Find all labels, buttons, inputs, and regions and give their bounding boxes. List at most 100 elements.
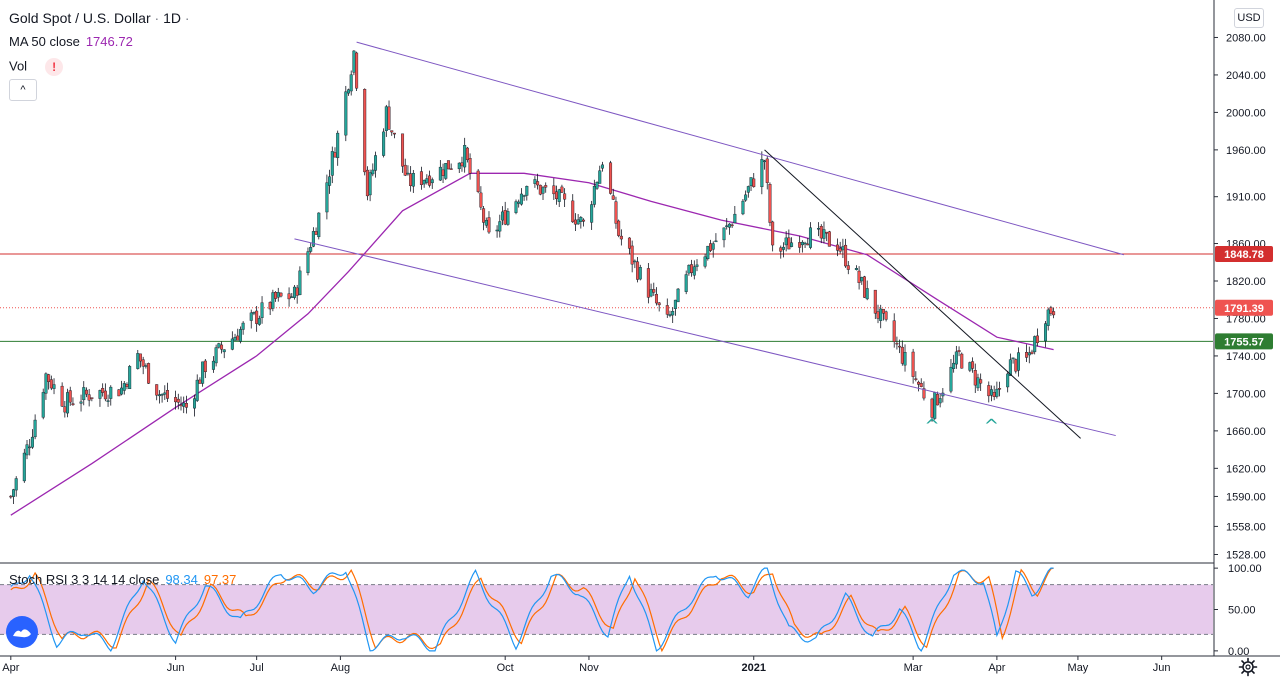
candle-up: [309, 242, 313, 254]
candle-body: [544, 185, 548, 188]
candle-body: [233, 337, 237, 341]
x-tick-label: May: [1068, 662, 1089, 674]
candle-body: [279, 292, 283, 297]
candle-up: [781, 242, 785, 258]
candle-body: [873, 289, 877, 314]
candle-body: [746, 186, 750, 193]
candle-body: [579, 216, 583, 222]
candle-body: [533, 179, 537, 184]
candle-body: [411, 173, 415, 187]
candle-body: [949, 366, 953, 392]
candle-body: [860, 277, 864, 282]
candle-up: [865, 280, 869, 301]
candle-body: [344, 91, 348, 136]
candle-body: [390, 130, 394, 133]
candle-down: [582, 218, 586, 227]
warning-icon[interactable]: !: [45, 58, 64, 76]
candle-up: [317, 212, 321, 240]
vol-legend[interactable]: Vol!: [9, 58, 64, 76]
candle-down: [957, 346, 961, 357]
candle-up: [903, 344, 907, 372]
candle-body: [449, 168, 453, 170]
candle-body: [157, 394, 161, 397]
candle-body: [960, 353, 964, 369]
candle-body: [638, 267, 642, 280]
candle-body: [30, 436, 34, 448]
candle-body: [768, 184, 772, 223]
interval-label[interactable]: 1D: [163, 10, 181, 26]
candle-down: [827, 230, 831, 247]
candle-body: [835, 244, 839, 251]
ma-legend[interactable]: MA 50 close 1746.72: [9, 34, 133, 50]
candle-body: [879, 308, 883, 321]
candle-down: [652, 282, 656, 296]
candle-body: [722, 227, 726, 241]
candle-body: [365, 169, 369, 197]
candle-down: [1052, 307, 1056, 319]
candle-body: [457, 162, 461, 170]
candle-body: [919, 383, 923, 387]
candle-down: [873, 289, 877, 320]
candle-body: [425, 178, 429, 183]
candle-body: [374, 155, 378, 171]
currency-button[interactable]: USD: [1234, 8, 1264, 28]
candle-body: [787, 237, 791, 250]
candle-up: [638, 264, 642, 281]
candle-body: [198, 379, 202, 384]
candle-down: [857, 266, 861, 290]
symbol-title: Gold Spot / U.S. Dollar: [9, 10, 151, 26]
candle-body: [155, 384, 159, 396]
candle-up: [590, 200, 594, 230]
candle-body: [230, 338, 234, 350]
tradingview-logo-icon[interactable]: [6, 616, 38, 648]
candle-down: [627, 237, 631, 255]
candle-up: [822, 221, 826, 244]
candle-down: [176, 393, 180, 410]
x-tick-label: Jun: [167, 662, 185, 674]
candle-body: [122, 383, 126, 391]
level-badge-support: [1215, 333, 1273, 350]
candle-body: [49, 379, 53, 389]
candle-up: [1046, 307, 1050, 331]
candle-body: [349, 74, 353, 92]
candle-body: [808, 227, 812, 248]
ma50-line: [10, 172, 1054, 516]
candle-body: [952, 362, 956, 369]
collapse-legend-button[interactable]: ^: [9, 79, 37, 101]
candle-body: [28, 446, 32, 449]
candle-body: [771, 221, 775, 246]
candle-body: [976, 377, 980, 389]
candle-up: [671, 307, 675, 323]
y-tick-label: 1910.00: [1226, 192, 1266, 204]
candle-down: [279, 292, 283, 298]
candle-body: [517, 201, 521, 204]
moving-average-50: [10, 172, 1054, 516]
candle-down: [911, 348, 915, 384]
candle-up: [374, 151, 378, 178]
y-tick-label: 1590.00: [1226, 491, 1266, 503]
stoch-legend[interactable]: Stoch RSI 3 3 14 14 close 98.34 97.37: [9, 572, 236, 588]
candle-body: [60, 385, 64, 407]
candle-body: [1052, 311, 1056, 316]
candle-down: [657, 302, 661, 312]
candle-body: [998, 388, 1002, 390]
y-tick-label: 2000.00: [1226, 107, 1266, 119]
candle-body: [1006, 373, 1010, 388]
candle-up: [760, 151, 764, 195]
candle-body: [730, 224, 734, 227]
candle-body: [355, 52, 359, 89]
candle-body: [668, 314, 672, 316]
candle-body: [1046, 309, 1050, 326]
candle-down: [392, 132, 396, 139]
candle-body: [125, 383, 129, 387]
candle-up: [595, 181, 599, 190]
candle-up: [352, 50, 356, 76]
candle-body: [1044, 323, 1048, 342]
gear-icon[interactable]: [1238, 657, 1258, 677]
candle-up: [954, 345, 958, 369]
candle-body: [328, 176, 332, 186]
candle-down: [1035, 328, 1039, 347]
candle-body: [211, 360, 215, 370]
